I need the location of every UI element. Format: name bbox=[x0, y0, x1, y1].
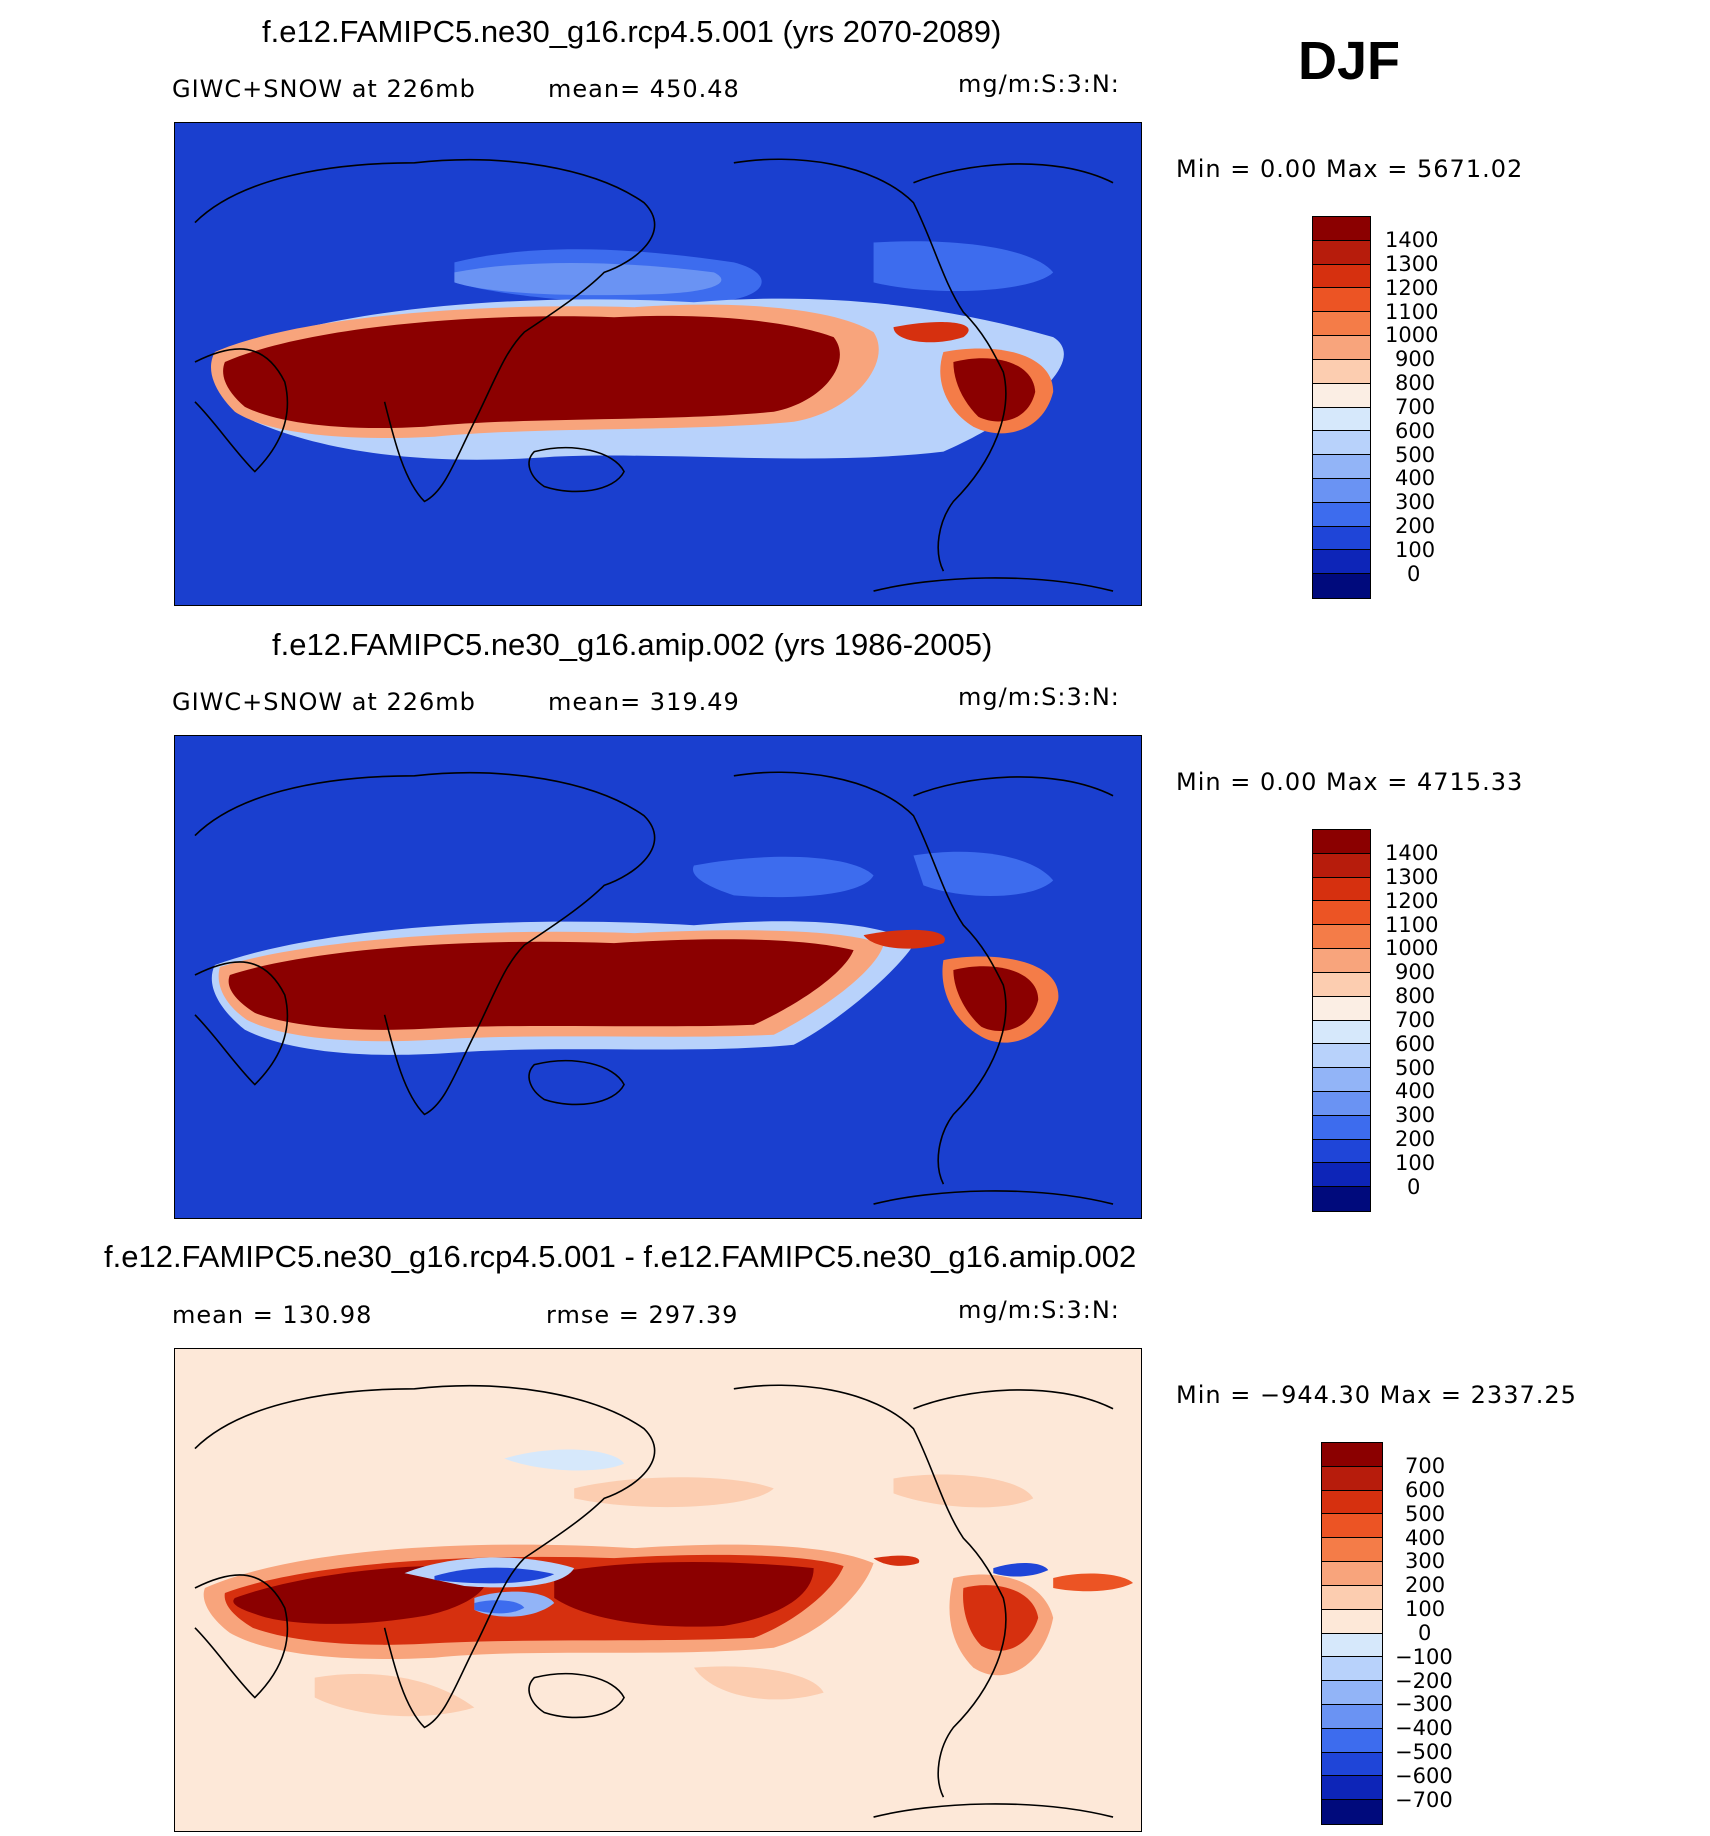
panel3-tick: 700 bbox=[1405, 1454, 1446, 1478]
panel3-units-label: mg/m:S:3:N: bbox=[958, 1296, 1120, 1324]
panel2-tick: 0 bbox=[1407, 1175, 1421, 1199]
panel1-mean-label: mean= 450.48 bbox=[548, 75, 740, 103]
panel3-tick: −100 bbox=[1395, 1645, 1453, 1669]
panel2-tick: 1000 bbox=[1385, 936, 1439, 960]
panel1-tick: 700 bbox=[1395, 395, 1436, 419]
panel1-tick: 200 bbox=[1395, 514, 1436, 538]
panel1-coastlines bbox=[194, 158, 1114, 592]
panel3-tick: 300 bbox=[1405, 1549, 1446, 1573]
panel3-tick: 100 bbox=[1405, 1597, 1446, 1621]
panel1-tick: 0 bbox=[1407, 562, 1421, 586]
panel3-mean-label: mean = 130.98 bbox=[172, 1301, 373, 1329]
panel1-tick: 600 bbox=[1395, 419, 1436, 443]
panel3-tick: −200 bbox=[1395, 1669, 1453, 1693]
panel1-map bbox=[174, 122, 1142, 606]
panel3-tick: 500 bbox=[1405, 1502, 1446, 1526]
panel1-tick: 100 bbox=[1395, 538, 1436, 562]
panel1-tick: 1000 bbox=[1385, 323, 1439, 347]
panel1-tick: 1100 bbox=[1385, 300, 1439, 324]
panel3-tick: −600 bbox=[1395, 1764, 1453, 1788]
panel3-colorbar bbox=[1321, 1442, 1383, 1825]
panel2-tick: 200 bbox=[1395, 1127, 1436, 1151]
panel1-tick: 400 bbox=[1395, 466, 1436, 490]
panel2-units-label: mg/m:S:3:N: bbox=[958, 683, 1120, 711]
panel3-tick: 0 bbox=[1418, 1621, 1432, 1645]
panel2-minmax-label: Min = 0.00 Max = 4715.33 bbox=[1176, 768, 1524, 796]
panel1-tick: 300 bbox=[1395, 490, 1436, 514]
panel2-title: f.e12.FAMIPC5.ne30_g16.amip.002 (yrs 198… bbox=[272, 627, 993, 662]
panel1-colorbar bbox=[1312, 216, 1371, 599]
panel2-mean-label: mean= 319.49 bbox=[548, 688, 740, 716]
panel3-coastlines bbox=[194, 1384, 1114, 1818]
panel1-map-svg bbox=[175, 123, 1141, 605]
panel3-tick: 400 bbox=[1405, 1526, 1446, 1550]
panel3-map-svg bbox=[175, 1349, 1141, 1831]
panel3-rmse-label: rmse = 297.39 bbox=[546, 1301, 739, 1329]
panel1-tick: 800 bbox=[1395, 371, 1436, 395]
panel3-contours bbox=[203, 1449, 1134, 1717]
panel2-map bbox=[174, 735, 1142, 1219]
panel2-tick: 1100 bbox=[1385, 913, 1439, 937]
panel3-tick: 600 bbox=[1405, 1478, 1446, 1502]
panel3-title: f.e12.FAMIPC5.ne30_g16.rcp4.5.001 - f.e1… bbox=[104, 1239, 1137, 1274]
panel2-contours bbox=[211, 851, 1059, 1055]
panel1-tick: 1300 bbox=[1385, 252, 1439, 276]
panel3-tick: −400 bbox=[1395, 1716, 1453, 1740]
panel1-tick: 500 bbox=[1395, 443, 1436, 467]
panel1-title: f.e12.FAMIPC5.ne30_g16.rcp4.5.001 (yrs 2… bbox=[262, 14, 1002, 49]
panel2-tick: 800 bbox=[1395, 984, 1436, 1008]
panel2-tick: 500 bbox=[1395, 1056, 1436, 1080]
panel3-minmax-label: Min = −944.30 Max = 2337.25 bbox=[1176, 1381, 1577, 1409]
panel2-tick: 1400 bbox=[1385, 841, 1439, 865]
panel3-tick: 200 bbox=[1405, 1573, 1446, 1597]
panel2-tick: 1200 bbox=[1385, 889, 1439, 913]
panel3-tick: −500 bbox=[1395, 1740, 1453, 1764]
panel2-variable-label: GIWC+SNOW at 226mb bbox=[172, 688, 476, 716]
panel2-tick: 1300 bbox=[1385, 865, 1439, 889]
panel2-tick: 400 bbox=[1395, 1079, 1436, 1103]
panel2-tick: 300 bbox=[1395, 1103, 1436, 1127]
panel1-units-label: mg/m:S:3:N: bbox=[958, 70, 1120, 98]
panel1-tick: 1400 bbox=[1385, 228, 1439, 252]
panel1-minmax-label: Min = 0.00 Max = 5671.02 bbox=[1176, 155, 1524, 183]
panel2-tick: 900 bbox=[1395, 960, 1436, 984]
panel2-map-svg bbox=[175, 736, 1141, 1218]
panel2-coastlines bbox=[194, 771, 1114, 1205]
panel3-tick: −700 bbox=[1395, 1788, 1453, 1812]
panel1-tick: 900 bbox=[1395, 347, 1436, 371]
panel2-tick: 600 bbox=[1395, 1032, 1436, 1056]
panel3-map bbox=[174, 1348, 1142, 1832]
panel1-contours bbox=[211, 241, 1064, 460]
panel2-tick: 100 bbox=[1395, 1151, 1436, 1175]
panel3-tick: −300 bbox=[1395, 1692, 1453, 1716]
season-label: DJF bbox=[1298, 31, 1401, 91]
panel1-variable-label: GIWC+SNOW at 226mb bbox=[172, 75, 476, 103]
panel2-tick: 700 bbox=[1395, 1008, 1436, 1032]
panel1-tick: 1200 bbox=[1385, 276, 1439, 300]
panel2-colorbar bbox=[1312, 829, 1371, 1212]
